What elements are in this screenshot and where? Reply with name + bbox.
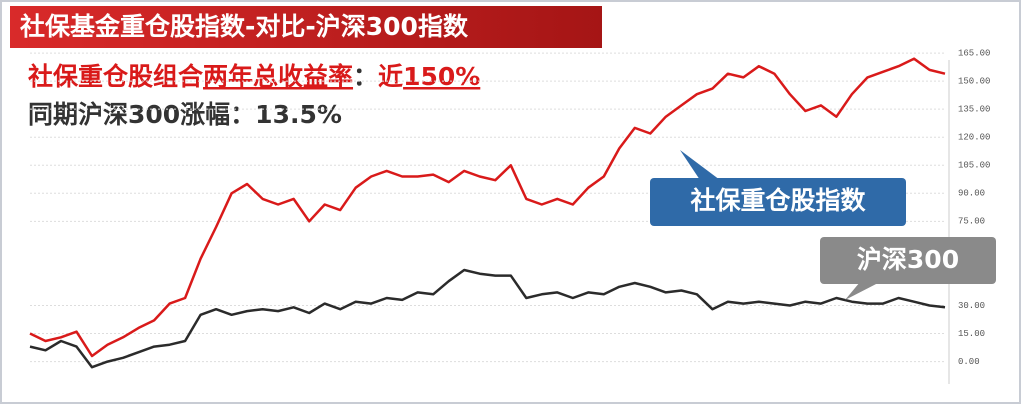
callout-box [650, 178, 906, 226]
y-tick-label: 0.00 [958, 357, 980, 367]
grid: 0.00 15.00 30.00 75.00 90.00 105.00 120.00 135.… [30, 48, 990, 384]
callout-box [820, 237, 996, 284]
annotation-part: 近 [378, 62, 403, 91]
title-box [10, 6, 602, 48]
y-tick-label: 75.00 [958, 217, 985, 227]
y-tick-label: 120.00 [958, 133, 990, 143]
callout-pointer [845, 282, 880, 300]
lines [29, 57, 946, 369]
y-tick-label: 15.00 [958, 329, 985, 339]
annotation-part: 社保重仓股组合 [28, 62, 204, 91]
callout-pointer [680, 150, 720, 180]
annotation-part: 150% [403, 62, 480, 91]
legend-label: 沪深300 [857, 245, 959, 274]
y-tick-label: 105.00 [958, 161, 990, 171]
annotation: 同期沪深300涨幅：13.5% [28, 100, 342, 129]
series-line [29, 268, 946, 369]
y-tick-label: 135.00 [958, 105, 990, 115]
callout-hs300: 沪深300 [820, 237, 996, 300]
annotation: 社保重仓股组合两年总收益率：近150% [28, 62, 480, 91]
legend-label: 社保重仓股指数 [690, 186, 866, 215]
annotation-part: 两年总收益率 [203, 62, 353, 91]
y-tick-label: 165.00 [958, 48, 990, 58]
chart-title: 社保基金重仓股指数-对比-沪深300指数 [20, 12, 469, 41]
y-tick-label: 150.00 [958, 77, 990, 87]
series-line [29, 57, 946, 358]
y-tick-label: 90.00 [958, 189, 985, 199]
callout-index: 社保重仓股指数 [650, 150, 906, 226]
annotation-part: ： [353, 62, 378, 91]
y-tick-label: 30.00 [958, 301, 985, 311]
